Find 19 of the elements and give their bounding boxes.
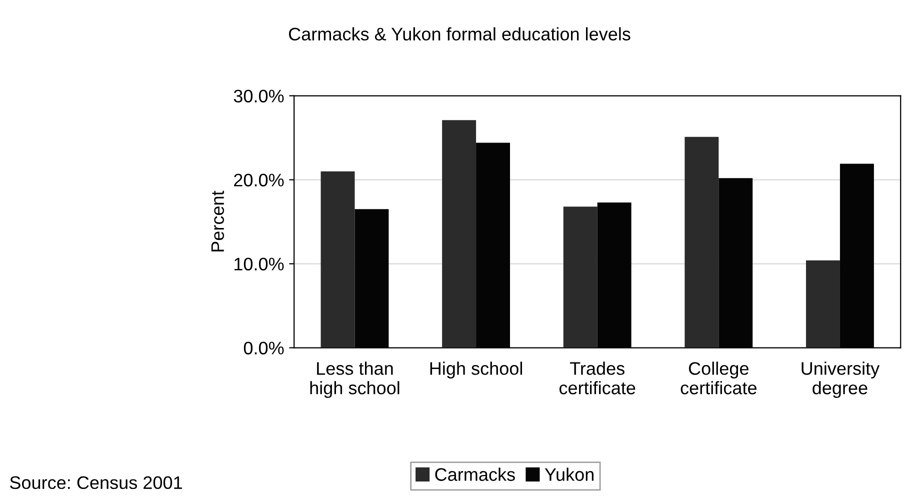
x-tick-label: Less than high school: [310, 362, 400, 398]
source-note: Source: Census 2001: [10, 476, 182, 490]
y-axis-title: Percent: [211, 190, 224, 252]
x-tick-label: High school: [430, 362, 522, 378]
y-tick-label: 20.0%: [234, 174, 284, 186]
legend-label: Yukon: [544, 468, 594, 481]
y-tick-label: 30.0%: [234, 90, 284, 102]
bar: [806, 260, 840, 348]
bar: [442, 120, 476, 348]
y-tick-label: 0.0%: [244, 342, 284, 354]
bar: [684, 136, 719, 348]
y-tick-label: 10.0%: [234, 258, 284, 270]
legend-label: Carmacks: [435, 468, 515, 481]
x-tick-label: University degree: [802, 362, 880, 398]
bar: [563, 206, 598, 348]
x-tick-label: College certificate: [680, 362, 756, 394]
bar: [320, 171, 355, 348]
x-tick-label: Trades certificate: [559, 362, 636, 394]
chart-title: Carmacks & Yukon formal education levels: [288, 27, 630, 40]
